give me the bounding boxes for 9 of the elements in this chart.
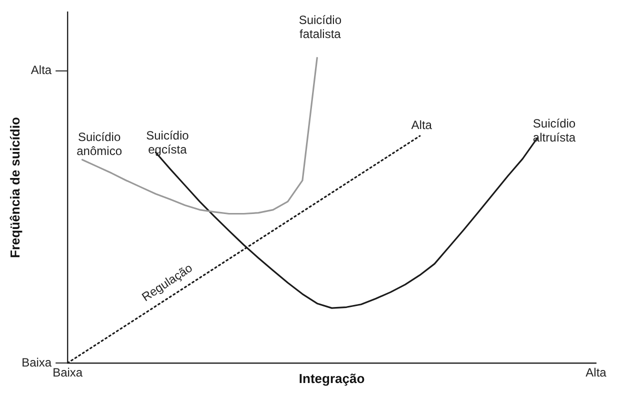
text: Alta — [30, 63, 52, 78]
annotation: Suicídio altruísta — [532, 116, 576, 145]
annotation: Alta — [411, 118, 432, 132]
y-axis-title: Freqüência de suicídio — [7, 117, 22, 258]
annotation: Suicídio anômico — [76, 130, 122, 158]
x-axis-title: Integração — [298, 370, 365, 386]
text: Baixa — [22, 355, 52, 370]
text: Suicídio fatalista — [298, 12, 342, 41]
annotation: Suicídio egcísta — [146, 128, 190, 156]
